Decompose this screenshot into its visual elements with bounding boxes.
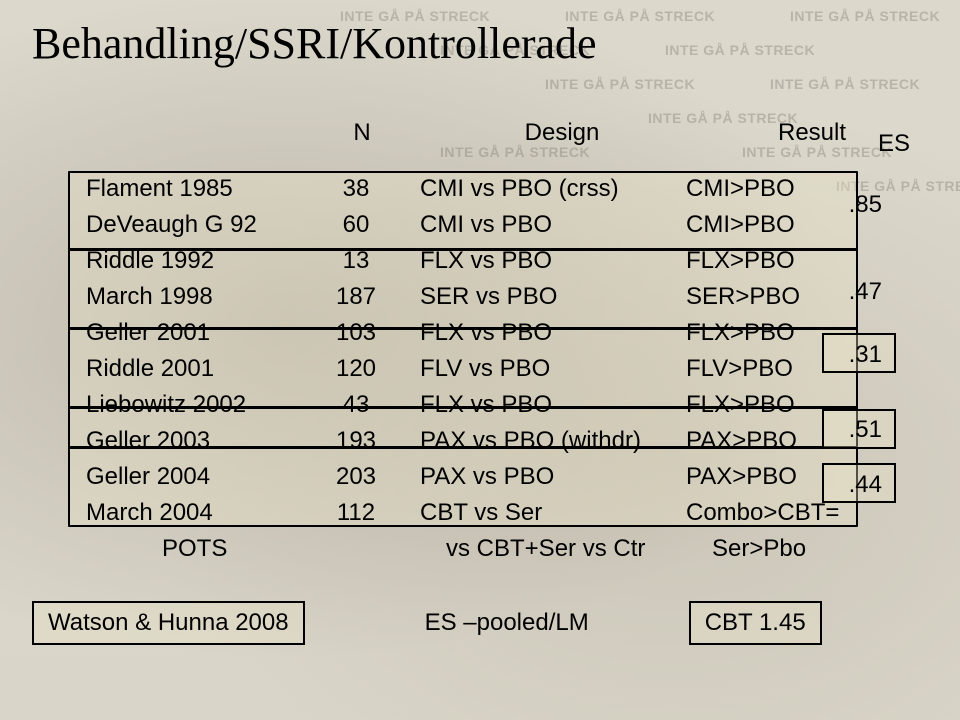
table-body: .85 .47 .31 .51 .44 Flament 1985 38 CMI … (32, 171, 928, 567)
table-row: Riddle 2001 120 FLV vs PBO FLV>PBO (72, 351, 852, 387)
design-cell: FLX vs PBO (396, 247, 676, 275)
es-value: .47 (849, 278, 882, 306)
design-cell: CMI vs PBO (396, 211, 676, 239)
table-row: Riddle 1992 13 FLX vs PBO FLX>PBO (72, 243, 852, 279)
study-cell: Geller 2004 (86, 463, 316, 491)
slide-title: Behandling/SSRI/Kontrollerade (32, 18, 928, 69)
n-cell: 120 (316, 355, 396, 383)
es-value: .85 (849, 191, 882, 219)
n-cell: 60 (316, 211, 396, 239)
table-row: Flament 1985 38 CMI vs PBO (crss) CMI>PB… (72, 171, 852, 207)
header-n: N (322, 119, 402, 147)
citation-box: Watson & Hunna 2008 (32, 601, 305, 645)
design-cell: FLX vs PBO (396, 319, 676, 347)
table-row: Geller 2003 193 PAX vs PBO (withdr) PAX>… (72, 423, 852, 459)
n-cell: 203 (316, 463, 396, 491)
study-cell: March 1998 (86, 283, 316, 311)
pooled-label: ES –pooled/LM (365, 609, 589, 637)
n-cell: 193 (316, 427, 396, 455)
design-cell: FLX vs PBO (396, 391, 676, 419)
footer-row: Watson & Hunna 2008 ES –pooled/LM CBT 1.… (32, 601, 928, 645)
study-cell: DeVeaugh G 92 (86, 211, 316, 239)
study-cell: March 2004 (86, 499, 316, 527)
cbt-box: CBT 1.45 (689, 601, 822, 645)
table-header-row: N Design Result (32, 119, 732, 147)
design-cell: PAX vs PBO (396, 463, 676, 491)
study-cell: Liebowitz 2002 (86, 391, 316, 419)
table-row: Geller 2001 103 FLX vs PBO FLX>PBO (72, 315, 852, 351)
design-cell: FLV vs PBO (396, 355, 676, 383)
slide-content: Behandling/SSRI/Kontrollerade N Design R… (0, 0, 960, 645)
table-row: DeVeaugh G 92 60 CMI vs PBO CMI>PBO (72, 207, 852, 243)
study-cell: Geller 2001 (86, 319, 316, 347)
design-cell: CBT vs Ser (396, 499, 676, 527)
table-row: March 2004 112 CBT vs Ser Combo>CBT= (72, 495, 852, 531)
header-design: Design (402, 119, 682, 147)
design-cell: PAX vs PBO (withdr) (396, 427, 676, 455)
n-cell: 187 (316, 283, 396, 311)
result-cell: FLX>PBO (676, 247, 896, 275)
header-result: Result (682, 119, 902, 147)
study-cell: Riddle 2001 (86, 355, 316, 383)
study-cell: Riddle 1992 (86, 247, 316, 275)
n-cell: 103 (316, 319, 396, 347)
es-value: .44 (849, 471, 882, 499)
es-value: .51 (849, 416, 882, 444)
design-cell: SER vs PBO (396, 283, 676, 311)
table-row: March 1998 187 SER vs PBO SER>PBO (72, 279, 852, 315)
n-cell: 112 (316, 499, 396, 527)
n-cell: 13 (316, 247, 396, 275)
design-cell: vs CBT+Ser vs Ctr (422, 535, 702, 563)
n-cell: 38 (316, 175, 396, 203)
header-es: ES (878, 130, 910, 158)
result-cell: FLX>PBO (676, 391, 896, 419)
result-cell: Combo>CBT= (676, 499, 896, 527)
study-cell: Geller 2003 (86, 427, 316, 455)
design-cell: CMI vs PBO (crss) (396, 175, 676, 203)
n-cell: 43 (316, 391, 396, 419)
table-row: Liebowitz 2002 43 FLX vs PBO FLX>PBO (72, 387, 852, 423)
study-cell: Flament 1985 (86, 175, 316, 203)
study-cell: POTS (162, 535, 342, 563)
result-cell: Ser>Pbo (702, 535, 922, 563)
table-row: Geller 2004 203 PAX vs PBO PAX>PBO (72, 459, 852, 495)
es-value: .31 (849, 341, 882, 369)
table-row: POTS vs CBT+Ser vs Ctr Ser>Pbo (72, 531, 852, 567)
